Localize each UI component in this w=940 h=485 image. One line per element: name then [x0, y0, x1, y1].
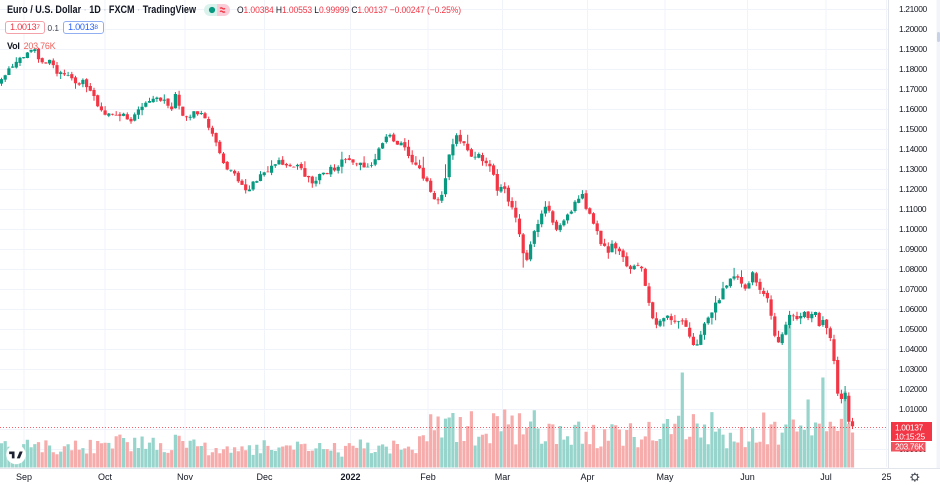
svg-text:1.14000: 1.14000: [899, 144, 928, 154]
svg-text:2022: 2022: [340, 472, 360, 482]
svg-text:1.13000: 1.13000: [899, 164, 928, 174]
svg-text:1.11000: 1.11000: [899, 204, 927, 214]
svg-text:1.02000: 1.02000: [899, 384, 928, 394]
svg-text:1.21000: 1.21000: [899, 4, 928, 14]
svg-text:1.05000: 1.05000: [899, 324, 928, 334]
svg-text:1.16000: 1.16000: [899, 104, 928, 114]
svg-text:1.15000: 1.15000: [899, 124, 928, 134]
svg-text:1.17000: 1.17000: [899, 84, 928, 94]
svg-text:May: May: [656, 472, 674, 482]
svg-text:Dec: Dec: [256, 472, 273, 482]
svg-text:Feb: Feb: [420, 472, 436, 482]
svg-text:1.00137: 1.00137: [895, 422, 924, 432]
svg-text:1.07000: 1.07000: [899, 284, 928, 294]
svg-text:203.76K: 203.76K: [895, 442, 925, 452]
svg-text:1.08000: 1.08000: [899, 264, 928, 274]
svg-text:1.19000: 1.19000: [899, 44, 928, 54]
svg-text:10:15:25: 10:15:25: [895, 432, 925, 442]
svg-text:Oct: Oct: [98, 472, 113, 482]
svg-text:1.01000: 1.01000: [899, 404, 928, 414]
svg-text:1.06000: 1.06000: [899, 304, 928, 314]
svg-text:Jul: Jul: [820, 472, 832, 482]
svg-text:1.10000: 1.10000: [899, 224, 928, 234]
svg-text:1.20000: 1.20000: [899, 24, 928, 34]
svg-text:1.12000: 1.12000: [899, 184, 928, 194]
svg-text:1.04000: 1.04000: [899, 344, 928, 354]
svg-text:Apr: Apr: [580, 472, 594, 482]
svg-text:Jun: Jun: [740, 472, 755, 482]
svg-text:1.18000: 1.18000: [899, 64, 928, 74]
svg-text:Mar: Mar: [495, 472, 511, 482]
svg-text:Nov: Nov: [177, 472, 194, 482]
svg-text:25: 25: [881, 472, 891, 482]
svg-text:1.03000: 1.03000: [899, 364, 928, 374]
svg-text:1.09000: 1.09000: [899, 244, 928, 254]
svg-text:Sep: Sep: [16, 472, 32, 482]
